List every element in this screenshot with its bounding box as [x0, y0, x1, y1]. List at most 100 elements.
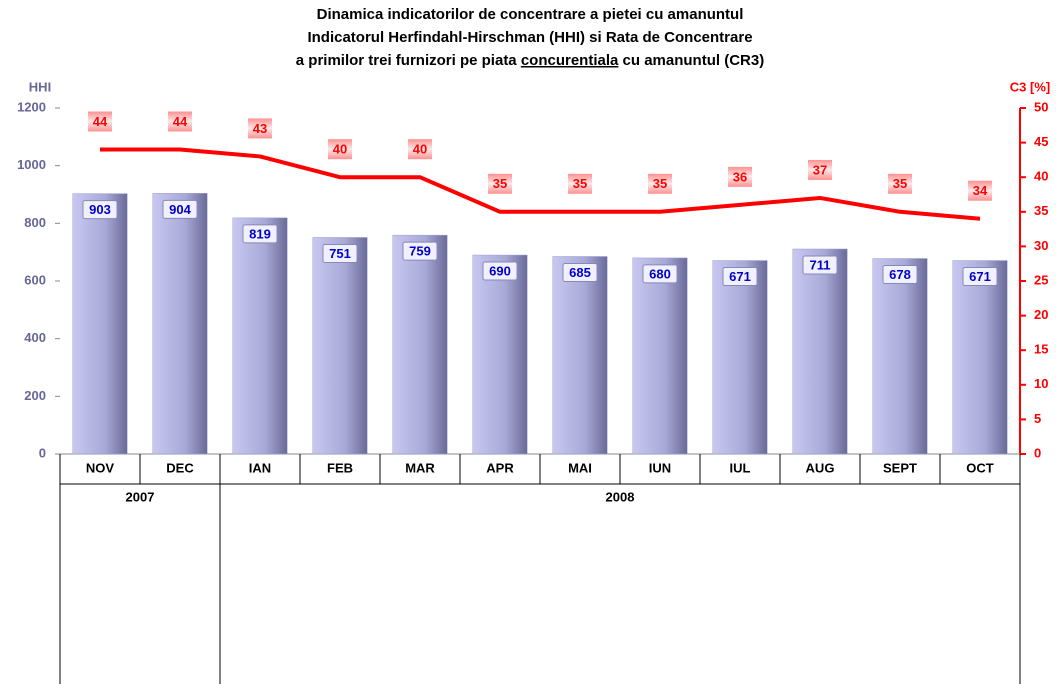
bar-label-box	[722, 267, 758, 287]
line-label: 35	[653, 176, 667, 191]
x-tick-label: FEB	[327, 460, 353, 475]
line-label-box	[888, 173, 912, 194]
line-label: 35	[573, 176, 587, 191]
y2-tick-label: 30	[1034, 238, 1048, 253]
title-part: a primilor trei furnizori pe piata	[296, 52, 521, 69]
bar-label-box	[82, 200, 118, 220]
line-label-box	[968, 180, 992, 201]
bar-label: 759	[409, 244, 431, 259]
y-tick-label: 800	[24, 215, 46, 230]
line-label: 35	[493, 176, 507, 191]
y-tick-label: 1000	[17, 157, 46, 172]
bar	[792, 248, 848, 455]
bar-label-box	[162, 199, 198, 219]
line-label-box	[568, 173, 592, 194]
x-tick-label: IUL	[730, 460, 751, 475]
x-tick-label: MAR	[405, 460, 435, 475]
bar-label-box	[402, 241, 438, 261]
group-label: 2008	[606, 489, 635, 504]
y-tick-label: 400	[24, 330, 46, 345]
y2-tick-label: 40	[1034, 169, 1048, 184]
x-tick-label: APR	[486, 460, 514, 475]
y2-tick-label: 35	[1034, 203, 1048, 218]
y-tick-label: 1200	[17, 99, 46, 114]
x-tick-label: MAI	[568, 460, 592, 475]
bar	[552, 256, 608, 455]
y2-tick-label: 20	[1034, 307, 1048, 322]
title-line: a primilor trei furnizori pe piata concu…	[296, 52, 764, 69]
title-line: Indicatorul Herfindahl-Hirschman (HHI) s…	[307, 29, 752, 46]
bar-label-box	[562, 262, 598, 282]
bar	[152, 193, 208, 455]
bar-label-box	[882, 265, 918, 285]
bar	[952, 260, 1008, 455]
group-label: 2007	[126, 489, 155, 504]
bar-label: 671	[729, 269, 751, 284]
line	[100, 147, 981, 221]
bar-label: 680	[649, 266, 671, 281]
line-label: 35	[893, 176, 907, 191]
bar-label: 671	[969, 269, 991, 284]
line-label-box	[248, 118, 272, 139]
bar-label: 685	[569, 265, 591, 280]
line-label-box	[488, 173, 512, 194]
line-label: 37	[813, 162, 827, 177]
title-part: cu amanuntul (CR3)	[618, 52, 764, 69]
line-label: 43	[253, 121, 267, 136]
y2-tick-label: 45	[1034, 134, 1048, 149]
y2-tick-label: 15	[1034, 342, 1048, 357]
line-label: 34	[973, 183, 988, 198]
line-label: 44	[93, 114, 108, 129]
y2-tick-label: 10	[1034, 376, 1048, 391]
y2-tick-label: 50	[1034, 99, 1048, 114]
line-label: 40	[333, 142, 347, 157]
bar	[392, 234, 448, 455]
bar-label-box	[642, 264, 678, 284]
x-tick-label: NOV	[86, 460, 115, 475]
bar	[472, 254, 528, 455]
bar-label: 751	[329, 246, 351, 261]
line-label-box	[328, 139, 352, 160]
bar	[632, 257, 688, 455]
line-label-box	[728, 166, 752, 187]
y2-tick-label: 5	[1034, 411, 1041, 426]
bar	[872, 258, 928, 455]
x-tick-label: OCT	[966, 460, 994, 475]
bar-label: 819	[249, 226, 271, 241]
bar	[232, 217, 288, 455]
title-part: concurentiala	[521, 52, 619, 69]
bar	[312, 237, 368, 455]
bar-label-box	[482, 261, 518, 281]
y-tick-label: 600	[24, 272, 46, 287]
bar-label: 903	[89, 202, 111, 217]
bar-label-box	[242, 224, 278, 244]
title-line: Dinamica indicatorilor de concentrare a …	[317, 6, 744, 23]
x-tick-label: DEC	[166, 460, 194, 475]
bar-label: 678	[889, 267, 911, 282]
x-tick-label: IUN	[649, 460, 671, 475]
line-label: 44	[173, 114, 188, 129]
line-label-box	[408, 139, 432, 160]
y-axis-label: HHI	[29, 79, 51, 94]
y-tick-label: 200	[24, 388, 46, 403]
bar-label: 711	[810, 257, 831, 272]
x-tick-label: IAN	[249, 460, 271, 475]
line-label-box	[648, 173, 672, 194]
y2-tick-label: 0	[1034, 445, 1041, 460]
bar	[712, 260, 768, 455]
bar	[72, 193, 128, 455]
line-label: 40	[413, 142, 427, 157]
line-label-box	[88, 111, 112, 132]
bar-label: 904	[169, 202, 191, 217]
line-label-box	[168, 111, 192, 132]
bar-label-box	[962, 267, 998, 287]
y-tick-label: 0	[39, 445, 46, 460]
line-label: 36	[733, 169, 747, 184]
y2-axis-label: C3 [%]	[1010, 79, 1050, 94]
bar-label-box	[322, 243, 358, 263]
line-label-box	[808, 159, 832, 180]
y2-tick-label: 25	[1034, 272, 1048, 287]
x-tick-label: AUG	[806, 460, 835, 475]
bar-label: 690	[489, 263, 511, 278]
